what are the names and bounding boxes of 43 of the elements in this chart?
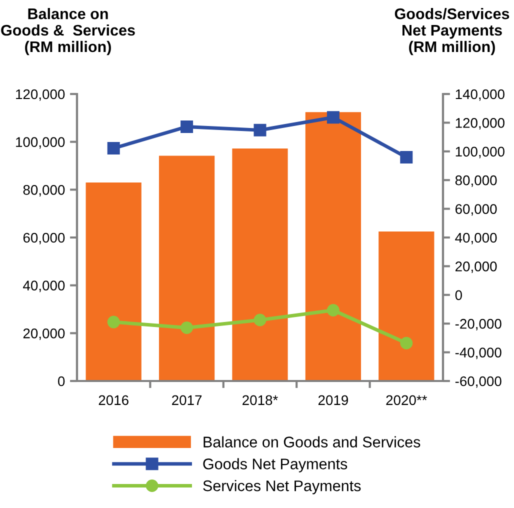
point: [107, 316, 120, 328]
bar: [232, 148, 288, 381]
y-tick-label: 100,000: [16, 137, 65, 149]
y2-tick-label: 120,000: [456, 118, 504, 130]
bar: [378, 232, 434, 381]
legend-label: Goods Net Payments: [203, 458, 348, 472]
y-tick-label: 80,000: [23, 185, 65, 196]
y2-tick-label: 140,000: [456, 89, 504, 101]
y2-tick-label: -20,000: [455, 318, 502, 330]
point: [400, 151, 413, 164]
y-tick-label: 20,000: [23, 328, 65, 340]
y2-tick-label: 60,000: [456, 204, 497, 216]
point: [254, 314, 266, 326]
point: [254, 124, 266, 136]
bar: [86, 182, 142, 381]
y-axis-title: Balance on Goods & Services (RM million): [1, 8, 135, 56]
bar: [305, 112, 362, 381]
point: [400, 336, 413, 350]
point: [326, 304, 340, 317]
bar: [158, 156, 215, 381]
x-tick-label: 2016: [98, 395, 128, 406]
y2-tick-label: 0: [455, 290, 462, 300]
y2-tick-label: 100,000: [456, 146, 504, 158]
point: [107, 142, 120, 154]
y2-tick-label: -40,000: [455, 348, 502, 360]
y-tick-label: 120,000: [16, 89, 65, 101]
x-tick-label: 2020**: [386, 395, 428, 406]
legend-label: Services Net Payments: [203, 480, 361, 494]
x-tick-label: 2019: [318, 395, 348, 406]
y2-axis-title: Goods/Services Net Payments (RM million): [394, 8, 510, 56]
legend-label: Balance on Goods and Services: [204, 436, 420, 448]
point: [180, 322, 194, 334]
y2-tick-label: 20,000: [456, 262, 497, 274]
y-tick-label: 60,000: [23, 232, 65, 244]
x-tick-label: 2017: [172, 395, 202, 406]
y2-tick-label: -60,000: [455, 376, 502, 388]
point: [180, 120, 194, 133]
y-tick-label: 40,000: [23, 280, 65, 292]
point: [326, 111, 340, 124]
y-tick-label: 0: [58, 376, 65, 386]
y2-tick-label: 40,000: [455, 232, 497, 244]
y2-tick-label: 80,000: [455, 175, 497, 187]
x-tick-label: 2018*: [242, 395, 278, 406]
